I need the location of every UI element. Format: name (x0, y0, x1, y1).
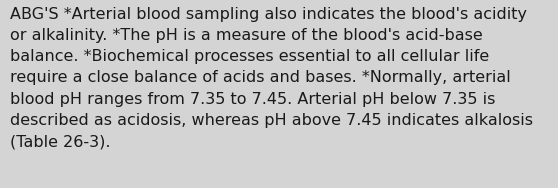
Text: ABG'S *Arterial blood sampling also indicates the blood's acidity
or alkalinity.: ABG'S *Arterial blood sampling also indi… (10, 7, 533, 149)
